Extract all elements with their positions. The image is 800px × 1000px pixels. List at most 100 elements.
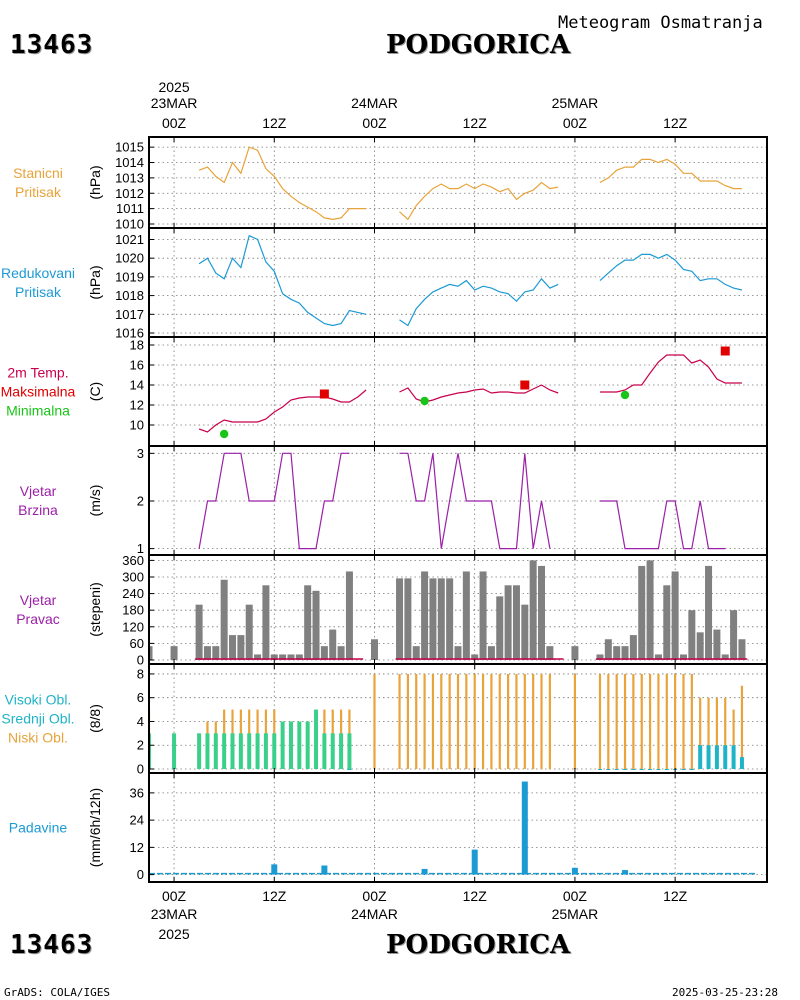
wind-dir-bar xyxy=(237,635,245,660)
panel-frame xyxy=(148,136,768,229)
series-line xyxy=(198,389,367,433)
series-line xyxy=(599,253,743,291)
cloud-bar xyxy=(398,673,401,769)
cloud-bar xyxy=(648,673,652,769)
series-line xyxy=(599,158,742,190)
y-tick-label: 1018 xyxy=(115,288,144,303)
y-tick-label: 360 xyxy=(122,553,144,568)
y-tick-label: 8 xyxy=(137,666,144,681)
min-temp-point xyxy=(620,390,630,400)
hour-label-bottom: 00Z xyxy=(563,888,588,904)
wind-dir-bar xyxy=(730,610,738,660)
max-temp-point xyxy=(720,346,730,356)
wind-dir-bar xyxy=(613,646,621,660)
panel-label: Visoki Obl. xyxy=(5,692,72,708)
cloud-bar xyxy=(347,733,352,769)
series-line xyxy=(600,354,742,393)
cloud-bar xyxy=(490,673,493,769)
wind-dir-bar xyxy=(521,604,529,660)
panel-label: Niski Obl. xyxy=(8,730,68,746)
cloud-bar xyxy=(431,673,435,769)
y-tick-label: 1015 xyxy=(115,140,144,155)
plot-area xyxy=(149,773,767,882)
cloud-bar xyxy=(507,673,510,769)
wind-dir-bar xyxy=(721,654,729,660)
plot-area xyxy=(149,664,767,773)
y-tick-label: 1019 xyxy=(115,269,144,284)
wind-dir-bar xyxy=(254,654,262,660)
cloud-bar xyxy=(423,673,426,769)
precip-bar xyxy=(321,865,328,875)
cloud-bar xyxy=(648,769,653,770)
y-tick-label: 1017 xyxy=(115,307,144,322)
wind-dir-bar xyxy=(421,571,429,660)
wind-dir-bar xyxy=(287,654,295,660)
wind-dir-bar xyxy=(646,560,654,660)
precip-bar xyxy=(271,864,278,875)
y-tick-label: 36 xyxy=(130,785,144,800)
y-tick-label: 240 xyxy=(122,586,144,601)
panel-frame xyxy=(148,227,768,338)
wind-dir-bar xyxy=(638,565,646,660)
cloud-bar xyxy=(247,733,252,769)
y-tick-label: 6 xyxy=(137,690,144,705)
panel-frame xyxy=(148,336,768,447)
station-id-top: 13463 xyxy=(10,30,94,60)
wind-dir-bar xyxy=(629,635,637,660)
series-line xyxy=(198,452,350,550)
cloud-bar xyxy=(213,733,218,769)
panel-label: Padavine xyxy=(9,820,68,836)
y-tick-label: 120 xyxy=(122,619,144,634)
cloud-bar xyxy=(606,769,611,770)
y-tick-label: 18 xyxy=(130,338,144,353)
wind-dir-bar xyxy=(529,560,537,660)
hour-label-top: 00Z xyxy=(563,115,588,131)
cloud-bar xyxy=(706,745,711,769)
panel-label: Pritisak xyxy=(15,284,62,300)
y-tick-label: 1012 xyxy=(115,186,144,201)
wind-dir-bar xyxy=(295,654,303,660)
precip-bar xyxy=(421,868,428,875)
cloud-bar xyxy=(297,721,302,769)
y-tick-label: 1020 xyxy=(115,251,144,266)
panel-label: Vjetar xyxy=(20,592,57,608)
cloud-bar xyxy=(614,769,619,770)
cloud-bar xyxy=(681,769,686,770)
precip-bar xyxy=(571,867,578,875)
wind-dir-bar xyxy=(738,639,746,660)
cloud-bar xyxy=(657,673,660,769)
hour-label-bottom: 00Z xyxy=(362,888,387,904)
cloud-bar xyxy=(222,733,227,769)
wind-dir-bar xyxy=(370,639,378,660)
wind-dir-bar xyxy=(705,565,713,660)
y-axis-label: (8/8) xyxy=(87,704,103,733)
year-label-top: 2025 xyxy=(158,79,189,95)
wind-dir-bar xyxy=(504,585,512,660)
cloud-bar xyxy=(373,673,376,769)
y-tick-label: 1016 xyxy=(115,326,144,341)
wind-dir-bar xyxy=(312,590,320,660)
cloud-bar xyxy=(314,709,319,769)
cloud-bar xyxy=(573,673,577,769)
day-label-bottom: 25MAR xyxy=(552,906,599,922)
day-label-top: 25MAR xyxy=(552,95,599,111)
day-label-bottom: 23MAR xyxy=(151,906,198,922)
cloud-bar xyxy=(230,733,235,769)
min-temp-point xyxy=(420,396,429,406)
y-tick-label: 4 xyxy=(137,714,144,729)
wind-dir-bar xyxy=(279,654,287,660)
panel-label: Vjetar xyxy=(20,483,57,499)
wind-dir-bar xyxy=(479,571,487,660)
y-tick-label: 300 xyxy=(122,569,144,584)
y-tick-label: 16 xyxy=(130,358,144,373)
cloud-bar xyxy=(689,769,694,770)
wind-dir-bar xyxy=(604,639,612,660)
y-tick-label: 1014 xyxy=(115,155,144,170)
panel-label: Maksimalna xyxy=(1,384,76,400)
cloud-bar xyxy=(440,673,443,769)
cloud-bar xyxy=(724,697,727,769)
cloud-bar xyxy=(481,673,485,769)
hour-label-bottom: 12Z xyxy=(663,888,688,904)
